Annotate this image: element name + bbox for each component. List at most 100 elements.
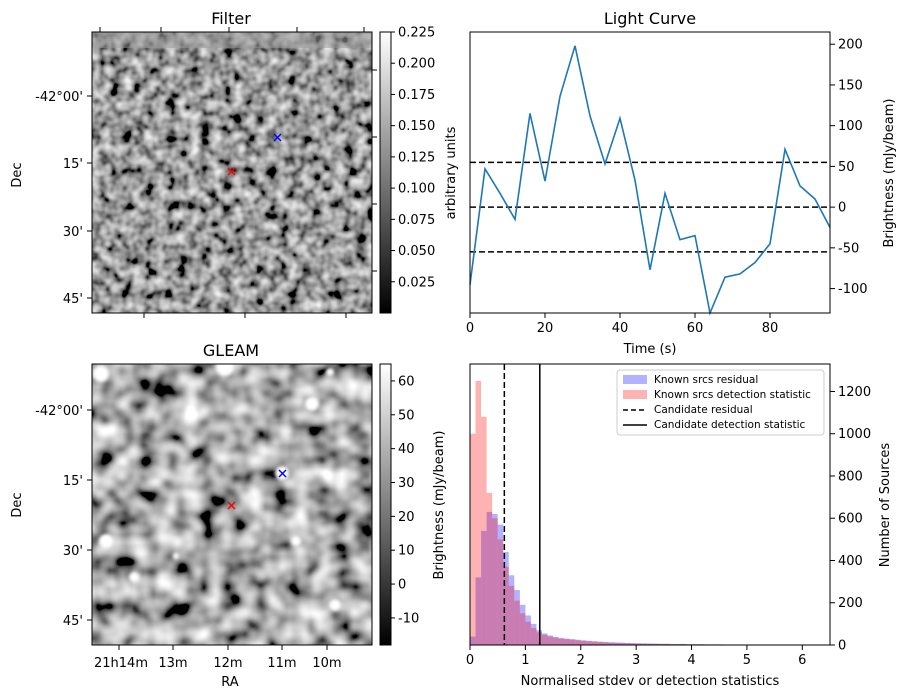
histogram-bar <box>663 643 670 645</box>
gleam-ylabel: Dec <box>10 492 25 517</box>
lightcurve-xtick-label: 60 <box>687 321 704 336</box>
histogram-bar <box>652 643 659 645</box>
colorbar-tick-label: 0.025 <box>398 275 435 290</box>
histogram-bar <box>508 575 515 645</box>
colorbar-tick-label: 40 <box>398 442 415 457</box>
histogram-bar <box>503 552 509 645</box>
colorbar-tick-label: 0.200 <box>398 57 435 72</box>
histogram-bar <box>636 643 642 645</box>
histogram-bar <box>586 641 592 645</box>
histogram-xtick-label: 4 <box>687 653 695 668</box>
lightcurve-series-line <box>469 45 831 316</box>
histogram-xtick-label: 2 <box>577 653 585 668</box>
colorbar-tick-label: 0.050 <box>398 244 435 259</box>
gleam-colorbar-ticks: 60 50 40 30 20 10 0 -10 <box>391 374 419 626</box>
legend-label-detection: Known srcs detection statistic <box>654 389 811 401</box>
histogram-bar <box>614 642 620 645</box>
histogram-bar <box>591 641 598 645</box>
colorbar-tick-label: 50 <box>398 408 415 423</box>
histogram-xlabel: Normalised stdev or detection statistics <box>521 674 780 689</box>
gleam-colorbar <box>379 363 392 646</box>
histogram-bar <box>475 577 482 645</box>
lightcurve-ytick-label: 100 <box>838 119 863 134</box>
histogram-ytick-label: 1200 <box>838 385 871 400</box>
histogram-bar <box>608 642 614 645</box>
gleam-ytick-1: 15' <box>63 474 83 489</box>
histogram-bar <box>497 524 504 645</box>
histogram-bar <box>658 643 664 645</box>
lightcurve-xtick-label: 80 <box>762 321 779 336</box>
histogram-bar <box>663 643 670 645</box>
filter-frame <box>91 31 373 314</box>
gleam-xtick-1: 13m <box>158 656 187 671</box>
histogram-bar <box>680 643 686 645</box>
lightcurve-ytick-label: 50 <box>838 160 855 175</box>
gleam-xtick-0: 21h14m <box>94 656 148 671</box>
histogram-bar <box>470 433 476 645</box>
filter-ylabel: Dec <box>10 162 25 187</box>
lightcurve-frame <box>469 31 831 314</box>
gleam-ytick-2: 30' <box>63 544 83 559</box>
colorbar-tick-label: 0.100 <box>398 182 435 197</box>
legend-label-candidate-residual: Candidate residual <box>654 404 753 416</box>
histogram-legend: Known srcs residual Known srcs detection… <box>616 369 825 436</box>
histogram-xtick-label: 3 <box>632 653 640 668</box>
histogram-bar <box>508 585 515 645</box>
histogram-bar <box>575 640 581 645</box>
histogram-bar <box>652 643 659 645</box>
histogram-bar <box>503 566 509 645</box>
histogram-bar <box>481 530 487 645</box>
histogram-bar <box>641 643 648 645</box>
histogram-bar <box>591 641 598 645</box>
histogram-bar <box>564 638 570 645</box>
filter-ytick-3: 45' <box>63 292 83 307</box>
histogram-bar <box>636 643 642 645</box>
histogram-bar <box>519 604 526 645</box>
histogram-ytick-label: 600 <box>838 512 863 527</box>
histogram-bar <box>575 639 581 645</box>
lightcurve-ytick-label: -100 <box>838 282 868 297</box>
filter-panel: Filter -42°00' 15' 30' 45' Dec 0.225 0.20… <box>10 9 459 318</box>
filter-ytick-2: 30' <box>63 225 83 240</box>
gleam-colorbar-label: Brightness (mJy/beam) <box>432 431 447 580</box>
lightcurve-title: Light Curve <box>604 9 696 28</box>
histogram-bar <box>492 518 498 645</box>
histogram-bar <box>569 639 576 645</box>
gleam-bright-sources <box>93 358 341 611</box>
histogram-bar <box>475 380 482 645</box>
histogram-panel: 0 1 2 3 4 5 6 0 200 400 600 800 1000 1200 Normalised … <box>466 363 893 689</box>
colorbar-tick-label: 0.150 <box>398 119 435 134</box>
lightcurve-xtick-label: 0 <box>466 321 474 336</box>
legend-label-residual: Known srcs residual <box>654 374 758 386</box>
histogram-ytick-label: 0 <box>838 639 846 654</box>
histogram-bar <box>553 637 559 645</box>
colorbar-tick-label: 0.125 <box>398 150 435 165</box>
filter-colorbar <box>379 31 392 314</box>
histogram-bar <box>553 636 559 645</box>
histogram-bar <box>608 642 614 645</box>
histogram-bar <box>481 416 487 645</box>
histogram-frame <box>469 363 831 646</box>
histogram-bar <box>519 613 526 645</box>
histogram-bar <box>530 628 537 645</box>
legend-label-candidate-detection: Candidate detection statistic <box>654 419 806 431</box>
filter-top-ticks <box>87 27 377 318</box>
gleam-xtick-2: 12m <box>213 656 242 671</box>
histogram-bar <box>602 642 609 645</box>
lightcurve-plot: 0 20 40 60 80 200 150 100 50 0 -50 -100 <box>466 38 868 336</box>
colorbar-tick-label: 20 <box>398 510 415 525</box>
histogram-bar <box>569 639 576 645</box>
histogram-bar <box>625 642 631 645</box>
histogram-bar <box>625 643 631 645</box>
lightcurve-xlabel: Time (s) <box>623 342 677 357</box>
histogram-bar <box>547 636 554 645</box>
histogram-bar <box>530 623 537 645</box>
histogram-bar <box>586 640 592 645</box>
histogram-bar <box>580 640 587 645</box>
filter-known-marker <box>227 167 236 176</box>
filter-colorbar-ticks: 0.225 0.200 0.175 0.150 0.125 0.100 0.075 0.050… <box>391 26 435 290</box>
histogram-bar <box>630 643 637 645</box>
colorbar-tick-label: 0.175 <box>398 88 435 103</box>
histogram-ylabel: Number of Sources <box>878 443 893 568</box>
